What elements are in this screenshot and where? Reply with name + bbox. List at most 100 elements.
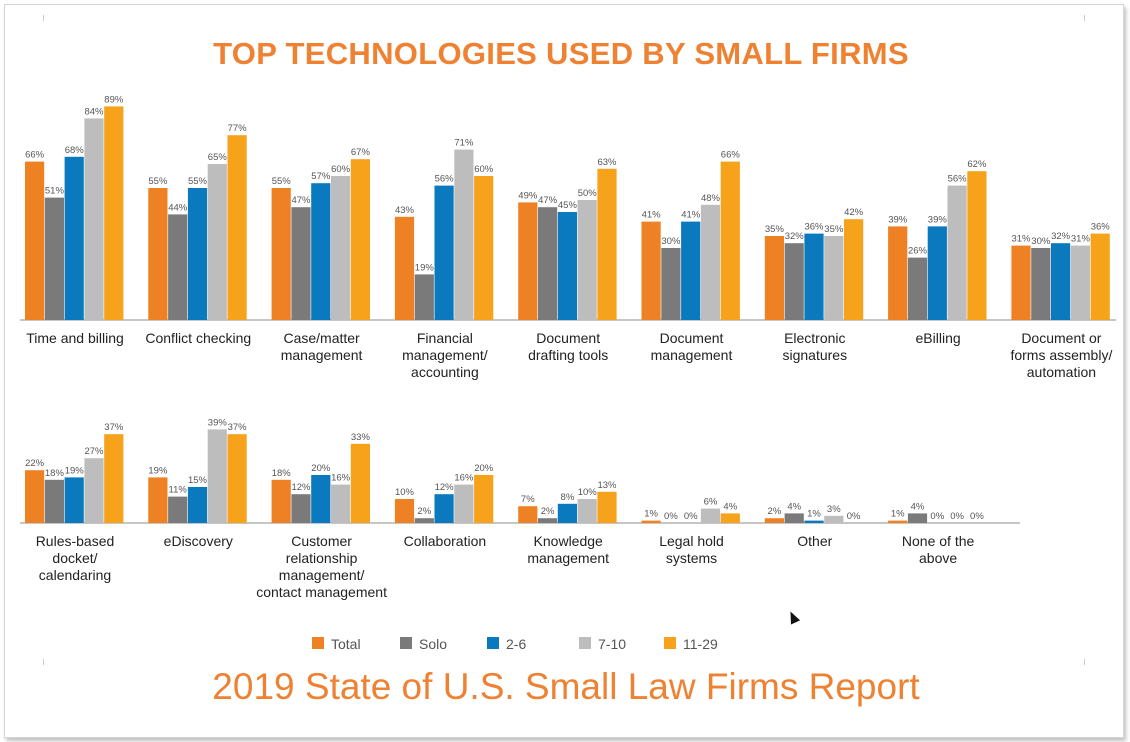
category-label-line: management/ — [402, 347, 488, 363]
bar-total — [764, 518, 784, 523]
category-label: Legal hold systems — [659, 533, 724, 566]
bar-value-label: 56% — [948, 174, 968, 185]
bar-total — [1011, 245, 1031, 320]
bar-value-label: 0% — [847, 511, 861, 522]
bar-value-label: 47% — [538, 195, 558, 206]
bar-total — [394, 499, 415, 523]
bar-7-10 — [577, 200, 597, 320]
bar-total — [25, 161, 45, 320]
bar-total — [641, 520, 661, 523]
chart-frame — [4, 4, 1124, 738]
category-label: Case/matter management — [281, 330, 363, 363]
bar-7-10 — [84, 458, 104, 523]
bar-value-label: 18% — [272, 468, 292, 479]
category-label: Document or forms assembly/automation — [1010, 330, 1112, 380]
category-label-line: drafting tools — [528, 347, 608, 363]
category-label: Knowledge management — [527, 533, 609, 566]
bar-solo — [291, 207, 311, 320]
bar-2-6 — [64, 477, 84, 523]
bar-value-label: 26% — [908, 246, 928, 257]
bar-2-6 — [311, 475, 331, 523]
bar-solo — [907, 513, 928, 523]
bar-value-label: 20% — [311, 463, 331, 474]
bar-value-label: 44% — [168, 202, 188, 213]
category-label-line: Document — [536, 330, 600, 346]
category-label-line: None of the — [902, 533, 975, 549]
category-label: Rules-based docket/calendaring — [36, 533, 115, 583]
category-label: Conflict checking — [145, 330, 251, 346]
bar-value-label: 7% — [521, 494, 535, 505]
bar-value-label: 8% — [561, 492, 575, 503]
category-label-line: systems — [666, 550, 717, 566]
category-label-line: management/ — [279, 567, 365, 583]
bar-value-label: 60% — [474, 164, 494, 175]
bar-value-label: 10% — [395, 487, 415, 498]
bar-11-29 — [350, 159, 370, 320]
category-label: eBilling — [916, 330, 961, 346]
frame-corner-mark — [1078, 15, 1085, 21]
category-label-line: Knowledge — [534, 533, 603, 549]
bar-7-10 — [454, 149, 474, 320]
bar-7-10 — [824, 515, 844, 523]
bar-value-label: 65% — [208, 152, 228, 163]
category-label-line: Financial — [417, 330, 473, 346]
bar-value-label: 2% — [417, 506, 431, 517]
category-label-line: signatures — [783, 347, 848, 363]
bar-solo — [907, 257, 928, 320]
bar-value-label: 0% — [950, 511, 964, 522]
category-label-line: contact management — [256, 584, 387, 600]
bar-solo — [784, 513, 804, 523]
bar-total — [394, 216, 415, 320]
bar-11-29 — [104, 434, 124, 523]
bar-solo — [661, 248, 681, 320]
bar-value-label: 66% — [721, 150, 741, 161]
bar-solo — [168, 496, 188, 523]
category-label-line: docket/ — [52, 550, 97, 566]
bar-total — [148, 188, 168, 320]
bar-total — [148, 477, 168, 523]
bar-value-label: 19% — [148, 465, 168, 476]
bar-solo — [44, 479, 64, 523]
bar-value-label: 41% — [681, 210, 701, 221]
bar-value-label: 12% — [435, 482, 455, 493]
legend-label: 2-6 — [506, 636, 526, 652]
bar-2-6 — [681, 221, 701, 320]
bar-value-label: 35% — [765, 224, 785, 235]
bar-value-label: 63% — [597, 157, 617, 168]
bar-value-label: 0% — [684, 511, 698, 522]
bar-value-label: 55% — [188, 176, 208, 187]
bar-value-label: 48% — [701, 193, 721, 204]
category-label-line: management — [527, 550, 609, 566]
bar-value-label: 1% — [807, 509, 821, 520]
bar-value-label: 60% — [331, 164, 351, 175]
bar-value-label: 55% — [272, 176, 292, 187]
category-label: Customer relationship management/contact m… — [256, 533, 387, 600]
bar-value-label: 12% — [291, 482, 311, 493]
bar-value-label: 10% — [578, 487, 598, 498]
bar-value-label: 3% — [827, 504, 841, 515]
bar-value-label: 4% — [723, 501, 737, 512]
bar-7-10 — [700, 204, 721, 320]
bar-7-10 — [331, 484, 351, 523]
category-label-line: Document or — [1021, 330, 1101, 346]
bar-11-29 — [350, 443, 370, 523]
bar-value-label: 2% — [768, 506, 782, 517]
category-label-line: Collaboration — [404, 533, 487, 549]
bar-2-6 — [187, 487, 208, 523]
legend-swatch — [579, 637, 591, 649]
bar-total — [518, 506, 538, 523]
bar-solo — [784, 243, 804, 320]
bar-value-label: 56% — [435, 174, 455, 185]
bar-2-6 — [557, 212, 577, 320]
bar-11-29 — [1090, 233, 1110, 320]
bar-value-label: 0% — [930, 511, 944, 522]
category-label-line: eBilling — [916, 330, 961, 346]
bar-value-label: 89% — [104, 94, 124, 105]
bar-value-label: 31% — [1011, 234, 1031, 245]
bar-value-label: 43% — [395, 205, 415, 216]
bar-7-10 — [331, 176, 351, 320]
legend-label: 11-29 — [683, 636, 718, 652]
bar-11-29 — [720, 161, 740, 320]
bar-2-6 — [187, 188, 208, 320]
